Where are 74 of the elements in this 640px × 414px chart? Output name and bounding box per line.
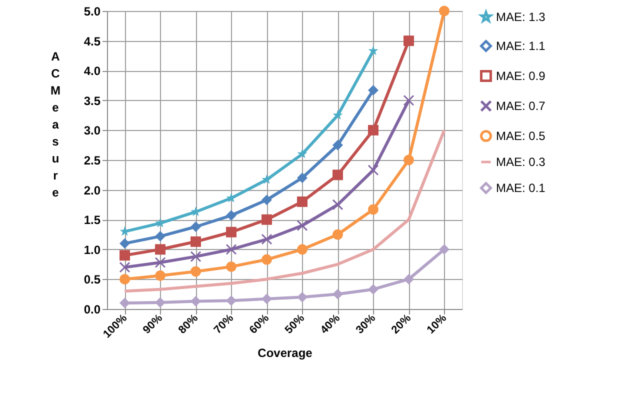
point — [297, 292, 308, 302]
point — [404, 36, 414, 46]
y-tick-label: 3.5 — [84, 94, 101, 108]
legend-label: MAE: 0.1 — [496, 181, 546, 195]
y-tick-label: 2.0 — [84, 183, 101, 198]
point — [261, 234, 272, 245]
point — [404, 154, 414, 166]
point — [332, 199, 344, 210]
point — [332, 140, 343, 150]
point — [226, 210, 236, 221]
point — [439, 6, 450, 16]
point — [332, 288, 343, 300]
point — [332, 229, 343, 240]
point — [226, 244, 237, 255]
point — [297, 196, 308, 207]
point — [297, 244, 308, 255]
point — [296, 220, 308, 232]
point — [190, 222, 201, 232]
point — [120, 274, 130, 284]
y-tick-label: 2.5 — [84, 154, 101, 168]
point — [439, 244, 450, 255]
point — [368, 284, 378, 295]
point — [155, 231, 166, 242]
point — [262, 214, 272, 225]
point — [120, 238, 130, 249]
y-tick-label: 1.5 — [84, 213, 101, 228]
point — [226, 226, 236, 238]
legend-label: MAE: 1.3 — [496, 10, 546, 24]
point — [190, 236, 201, 247]
point — [262, 294, 272, 304]
point — [368, 124, 378, 136]
point — [368, 204, 378, 215]
point — [368, 85, 378, 96]
x-tick-label: 60% — [247, 312, 272, 336]
point — [190, 251, 202, 262]
point — [190, 266, 201, 277]
point — [155, 270, 166, 281]
point — [120, 250, 130, 261]
legend-label: MAE: 0.5 — [496, 129, 546, 143]
y-tick-label: 3.0 — [84, 124, 101, 138]
y-tick-label: 4.5 — [84, 34, 101, 48]
point — [404, 274, 414, 284]
point — [155, 244, 166, 255]
point — [297, 172, 308, 184]
point — [332, 170, 343, 180]
point — [332, 110, 343, 120]
line-series — [123, 128, 446, 293]
y-tick-label: 0.0 — [84, 302, 101, 316]
y-tick-label: 1.0 — [84, 242, 101, 257]
point — [262, 254, 272, 265]
point — [190, 296, 201, 306]
x-tick-label: 40% — [318, 312, 343, 336]
legend-label: MAE: 0.3 — [496, 155, 546, 169]
y-tick-label: 0.5 — [84, 272, 101, 287]
legend-label: MAE: 0.7 — [496, 99, 546, 113]
y-tick-label: 4.0 — [84, 64, 101, 78]
point — [226, 261, 236, 272]
point — [297, 148, 308, 158]
point — [226, 295, 236, 306]
point — [262, 194, 272, 206]
point — [119, 262, 130, 273]
point — [368, 46, 378, 56]
point — [368, 164, 379, 176]
y-tick-label: 5.0 — [84, 4, 101, 18]
point — [120, 298, 130, 308]
point — [154, 257, 166, 268]
point — [403, 94, 414, 106]
legend-label: MAE: 0.9 — [496, 69, 546, 83]
text: AC Measure — [50, 50, 60, 200]
point — [155, 297, 166, 308]
legend-label: MAE: 1.1 — [496, 39, 546, 53]
x-tick-label: 70% — [212, 312, 236, 336]
x-axis-title: Coverage — [258, 346, 313, 360]
point — [262, 174, 272, 184]
